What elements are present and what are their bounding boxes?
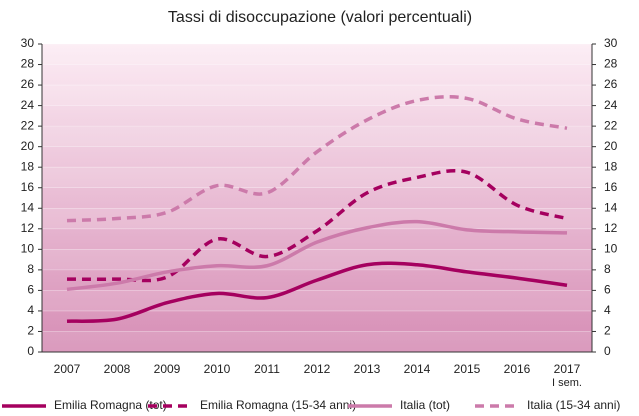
x-tick-label: 2007	[54, 362, 81, 376]
x-tick-label: 2011	[254, 362, 280, 376]
y2-tick-label: 10	[604, 242, 618, 256]
grid-band	[42, 331, 592, 352]
grid-band	[42, 44, 592, 65]
series-line	[66, 261, 568, 323]
legend-label: Italia (tot)	[400, 398, 450, 412]
legend-label: Emilia Romagna (15-34 anni)	[200, 398, 356, 412]
y-tick-label: 4	[27, 303, 34, 317]
grid-band	[42, 208, 592, 229]
x-tick-label: 2015	[454, 362, 481, 376]
y-tick-label: 12	[21, 221, 35, 235]
x-tick-label: 2012	[304, 362, 331, 376]
x-tick-label: 2010	[204, 362, 231, 376]
y2-tick-label: 18	[604, 159, 618, 173]
x-tick-label: 2008	[104, 362, 131, 376]
y2-tick-label: 0	[604, 344, 611, 358]
y-tick-label: 14	[21, 200, 35, 214]
legend-label: Italia (15-34 anni)	[527, 398, 620, 412]
y-tick-label: 28	[21, 57, 35, 71]
y2-tick-label: 26	[604, 77, 618, 91]
series-line	[66, 219, 568, 292]
legend-label: Emilia Romagna (tot)	[54, 398, 167, 412]
grid-band	[42, 249, 592, 270]
grid-band	[42, 85, 592, 106]
series-line	[66, 95, 568, 223]
x-tick-label: 2009	[154, 362, 181, 376]
y-tick-label: 2	[27, 324, 34, 338]
y-tick-label: 18	[21, 159, 35, 173]
grid-band	[42, 290, 592, 311]
y-tick-label: 0	[27, 344, 34, 358]
grid-band	[42, 167, 592, 188]
grid-band	[42, 126, 592, 147]
y2-tick-label: 12	[604, 221, 618, 235]
y2-tick-label: 8	[604, 262, 611, 276]
x-tick-label: 2013	[354, 362, 381, 376]
y2-tick-label: 4	[604, 303, 611, 317]
chart-title: Tassi di disoccupazione (valori percentu…	[168, 9, 472, 26]
x-tick-label: 2014	[404, 362, 431, 376]
series-line	[66, 168, 568, 283]
y2-tick-label: 28	[604, 57, 618, 71]
y2-tick-label: 6	[604, 283, 611, 297]
y2-tick-label: 14	[604, 200, 618, 214]
y-tick-label: 6	[27, 283, 34, 297]
y-tick-label: 26	[21, 77, 35, 91]
y2-tick-label: 2	[604, 324, 611, 338]
y-tick-label: 10	[21, 242, 35, 256]
x-tick-label: 2017	[554, 362, 581, 376]
y2-tick-label: 16	[604, 180, 618, 194]
x-note: I sem.	[552, 377, 582, 389]
y2-tick-label: 20	[604, 139, 618, 153]
y-tick-label: 8	[27, 262, 34, 276]
x-tick-label: 2016	[504, 362, 531, 376]
y2-tick-label: 30	[604, 36, 618, 50]
y-tick-label: 24	[21, 98, 35, 112]
y-tick-label: 30	[21, 36, 35, 50]
y2-tick-label: 22	[604, 118, 618, 132]
y2-tick-label: 24	[604, 98, 618, 112]
y-tick-label: 16	[21, 180, 35, 194]
y-tick-label: 20	[21, 139, 35, 153]
y-tick-label: 22	[21, 118, 35, 132]
plot-background	[42, 44, 592, 352]
